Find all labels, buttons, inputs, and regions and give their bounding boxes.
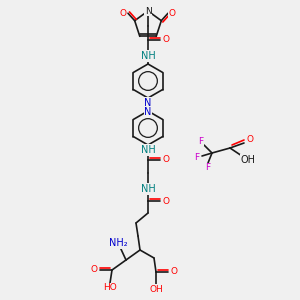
Text: O: O bbox=[163, 155, 170, 164]
Text: NH: NH bbox=[141, 145, 155, 155]
Text: O: O bbox=[163, 196, 170, 206]
Text: O: O bbox=[163, 35, 170, 44]
Text: NH₂: NH₂ bbox=[109, 238, 127, 248]
Text: F: F bbox=[194, 152, 200, 161]
Text: HO: HO bbox=[103, 284, 117, 292]
Text: F: F bbox=[198, 136, 204, 146]
Text: O: O bbox=[91, 266, 98, 274]
Text: O: O bbox=[170, 268, 178, 277]
Text: NH: NH bbox=[141, 51, 155, 61]
Text: O: O bbox=[169, 9, 176, 18]
Text: N: N bbox=[144, 107, 152, 117]
Text: F: F bbox=[206, 164, 211, 172]
Text: O: O bbox=[119, 9, 127, 18]
Text: NH: NH bbox=[141, 184, 155, 194]
Text: N: N bbox=[145, 7, 152, 16]
Text: OH: OH bbox=[241, 155, 256, 165]
Text: O: O bbox=[247, 136, 254, 145]
Text: N: N bbox=[144, 98, 152, 108]
Text: OH: OH bbox=[149, 284, 163, 293]
